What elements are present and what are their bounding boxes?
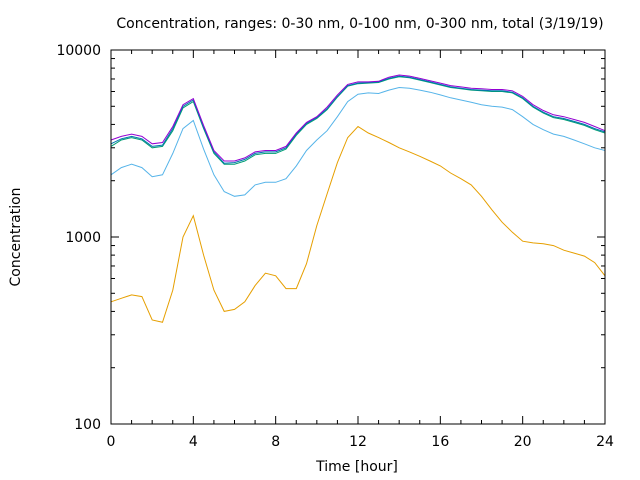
- y-tick-label: 1000: [65, 230, 101, 246]
- series-line-4: [110, 75, 606, 164]
- x-tick-label: 24: [596, 434, 614, 450]
- axis-ticks: 0 4 8 12 16 20 24 100 1000 10000: [56, 43, 614, 450]
- series-line-1: [110, 125, 606, 323]
- y-tick-label: 10000: [56, 43, 101, 59]
- chart-title: Concentration, ranges: 0-30 nm, 0-100 nm…: [116, 16, 603, 32]
- series-layer: [110, 74, 606, 323]
- series-line-2: [110, 86, 606, 197]
- y-tick-label: 100: [74, 417, 101, 433]
- x-tick-label: 20: [514, 434, 532, 450]
- x-tick-label: 12: [349, 434, 367, 450]
- x-tick-label: 0: [107, 434, 116, 450]
- series-line-5: [110, 74, 606, 162]
- x-tick-label: 16: [431, 434, 449, 450]
- x-tick-label: 8: [271, 434, 280, 450]
- plot-frame: [110, 49, 606, 425]
- series-line-3: [110, 76, 606, 165]
- y-axis-label: Concentration: [8, 187, 24, 286]
- x-axis-label: Time [hour]: [315, 459, 398, 475]
- x-tick-label: 4: [189, 434, 198, 450]
